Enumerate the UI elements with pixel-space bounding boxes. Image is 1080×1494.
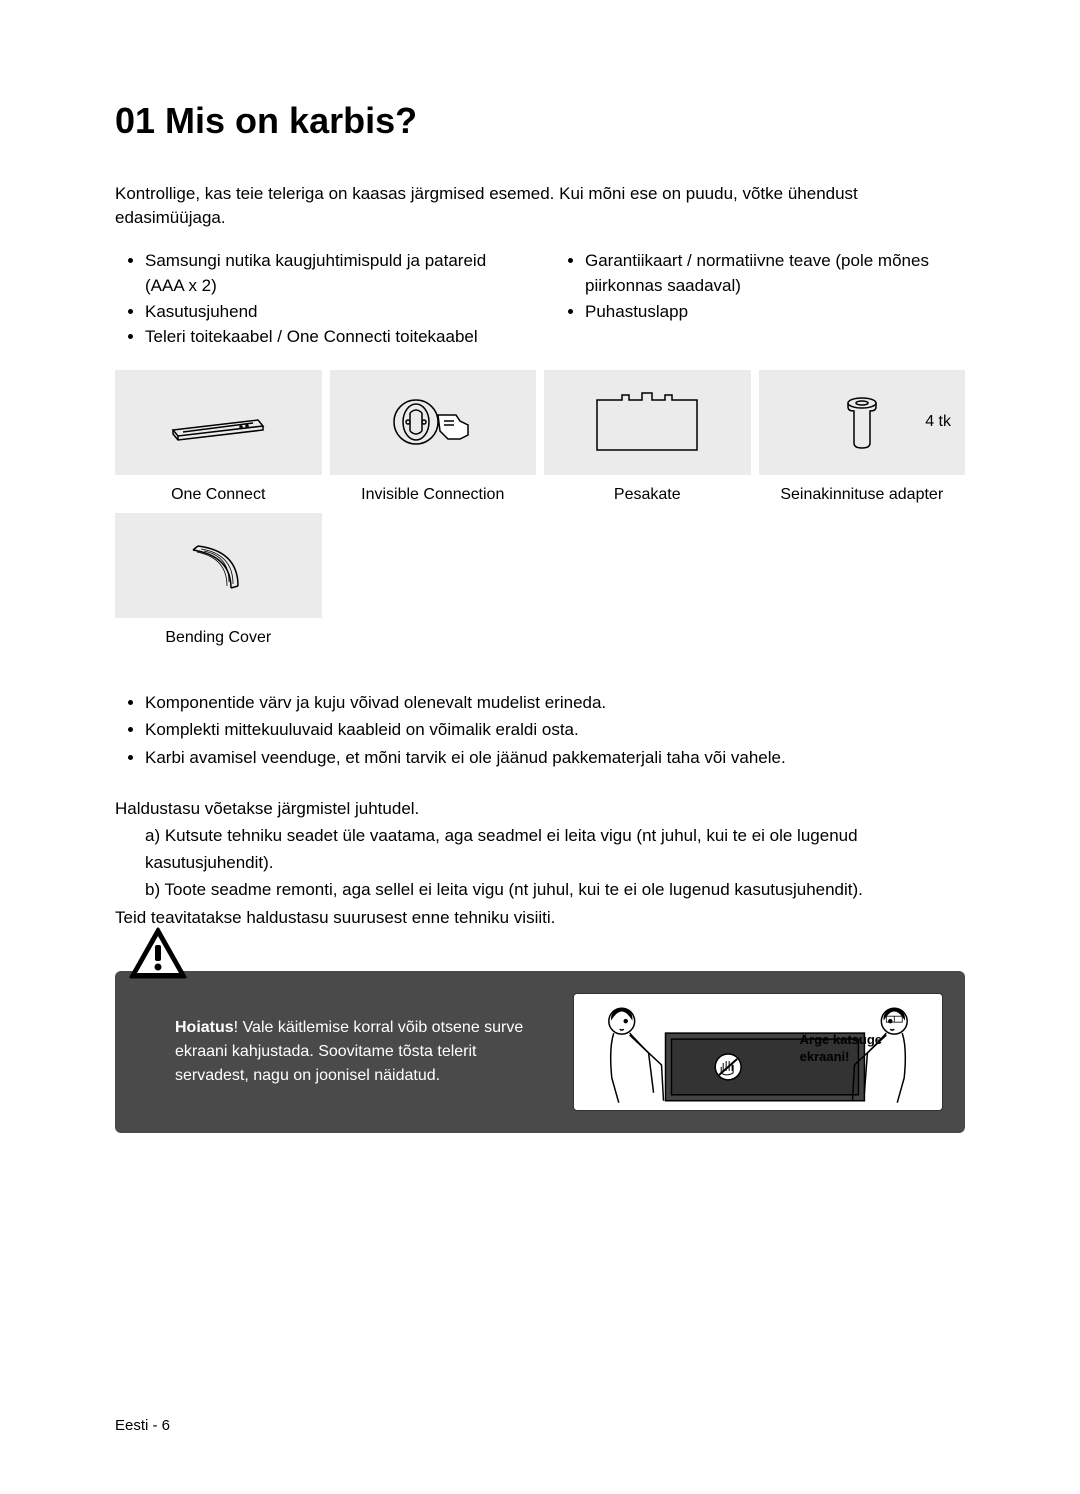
- list-item: Samsungi nutika kaugjuhtimispuld ja pata…: [145, 248, 525, 299]
- item-label: Bending Cover: [165, 628, 271, 649]
- item-card: Bending Cover: [115, 513, 322, 649]
- list-item: Kasutusjuhend: [145, 299, 525, 325]
- list-item: Komponentide värv ja kuju võivad oleneva…: [145, 689, 965, 716]
- item-card: 4 tk Seinakinnituse adapter: [759, 370, 966, 506]
- list-item: Komplekti mittekuuluvaid kaableid on või…: [145, 716, 965, 743]
- bullet-list-left: Samsungi nutika kaugjuhtimispuld ja pata…: [115, 248, 525, 350]
- list-item: Puhastuslapp: [585, 299, 965, 325]
- items-grid-row-1: One Connect Invisible Connection: [115, 370, 965, 506]
- caption-line-1: Ärge katsuge: [800, 1032, 882, 1047]
- admin-intro: Haldustasu võetakse järgmistel juhtudel.: [115, 795, 965, 822]
- one-connect-icon: [115, 370, 322, 475]
- section-title: 01 Mis on karbis?: [115, 100, 965, 142]
- warning-text: Hoiatus! Vale käitlemise korral võib ots…: [175, 1016, 553, 1088]
- quantity-label: 4 tk: [925, 413, 951, 431]
- item-card: One Connect: [115, 370, 322, 506]
- admin-case-b: b) Toote seadme remonti, aga sellel ei l…: [115, 876, 965, 903]
- list-item: Karbi avamisel veenduge, et mõni tarvik …: [145, 744, 965, 771]
- item-label: Pesakate: [614, 485, 681, 506]
- warning-icon: [129, 927, 187, 984]
- item-label: Seinakinnituse adapter: [780, 485, 943, 506]
- item-card: Pesakate: [544, 370, 751, 506]
- warning-callout: Hoiatus! Vale käitlemise korral võib ots…: [115, 971, 965, 1133]
- bullet-list-right: Garantiikaart / normatiivne teave (pole …: [555, 248, 965, 325]
- page-footer: Eesti - 6: [115, 1417, 170, 1434]
- intro-text: Kontrollige, kas teie teleriga on kaasas…: [115, 182, 965, 230]
- list-item: Teleri toitekaabel / One Connecti toitek…: [145, 324, 525, 350]
- item-label: One Connect: [171, 485, 265, 506]
- invisible-connection-icon: [330, 370, 537, 475]
- illustration-caption: Ärge katsuge ekraani!: [800, 1032, 882, 1066]
- admin-case-a: a) Kutsute tehniku seadet üle vaatama, a…: [115, 822, 965, 876]
- item-card: Invisible Connection: [330, 370, 537, 506]
- cover-icon: [544, 370, 751, 475]
- bending-cover-icon: [115, 513, 322, 618]
- warning-illustration: Ärge katsuge ekraani!: [573, 993, 943, 1111]
- item-label: Invisible Connection: [361, 485, 504, 506]
- adapter-icon: 4 tk: [759, 370, 966, 475]
- caption-line-2: ekraani!: [800, 1049, 850, 1064]
- admin-outro: Teid teavitatakse haldustasu suurusest e…: [115, 904, 965, 931]
- admin-fee-section: Haldustasu võetakse järgmistel juhtudel.…: [115, 795, 965, 931]
- notes-section: Komponentide värv ja kuju võivad oleneva…: [115, 689, 965, 771]
- list-item: Garantiikaart / normatiivne teave (pole …: [585, 248, 965, 299]
- warning-label: Hoiatus: [175, 1019, 234, 1036]
- bullet-columns: Samsungi nutika kaugjuhtimispuld ja pata…: [115, 248, 965, 350]
- items-grid-row-2: Bending Cover: [115, 513, 965, 649]
